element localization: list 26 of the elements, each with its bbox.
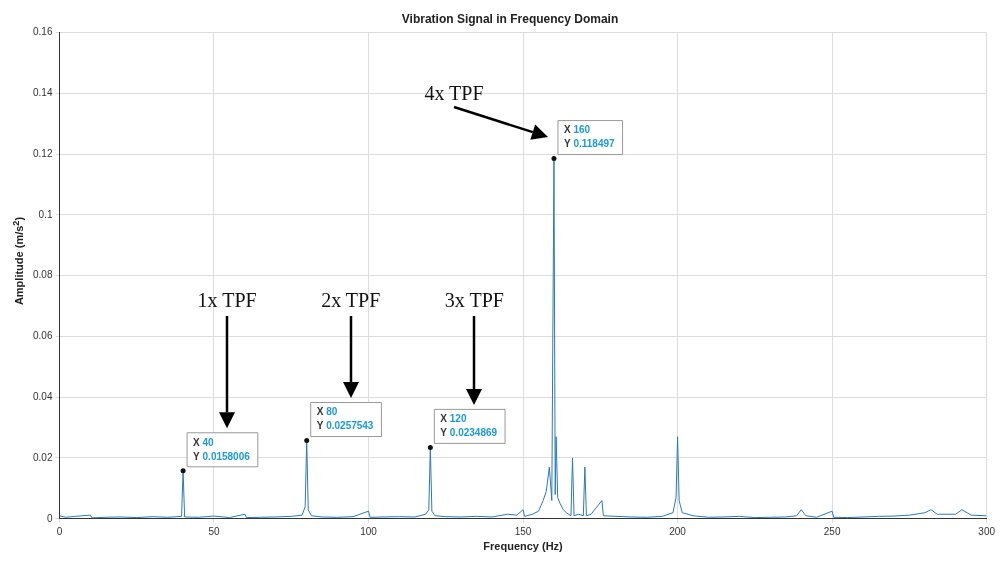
annotation: 1x TPF [197,288,257,312]
y-tick-label: 0.02 [32,451,53,463]
annotation: 2x TPF [321,288,381,312]
annotation: 4x TPF [424,81,484,105]
y-tick-label: 0.1 [38,208,53,220]
x-tick-label: 200 [669,525,687,537]
annotation: X 40 Y 0.0158006 [193,436,251,462]
y-tick-label: 0.08 [32,269,53,281]
chart-title: Vibration Signal in Frequency Domain [401,11,619,26]
y-tick-label: 0.04 [32,390,53,402]
x-axis-title: Frequency (Hz) [483,540,564,553]
x-tick-label: 300 [978,525,996,537]
y-tick-label: 0.06 [32,330,53,342]
x-tick-label: 100 [360,525,378,537]
y-tick-label: 0.16 [32,26,53,38]
x-tick-label: 250 [823,525,841,537]
x-tick-label: 0 [56,525,63,537]
x-tick-label: 150 [514,525,532,537]
y-tick-label: 0 [46,512,53,524]
y-tick-label: 0.14 [32,86,53,98]
annotation: 3x TPF [444,288,504,312]
y-tick-label: 0.12 [32,147,53,159]
annotation: X 120 Y 0.0234869 [440,413,498,439]
annotation: X 80 Y 0.0257543 [316,406,374,432]
x-tick-label: 50 [208,525,220,537]
annotation: X 160 Y 0.118497 [563,124,616,150]
